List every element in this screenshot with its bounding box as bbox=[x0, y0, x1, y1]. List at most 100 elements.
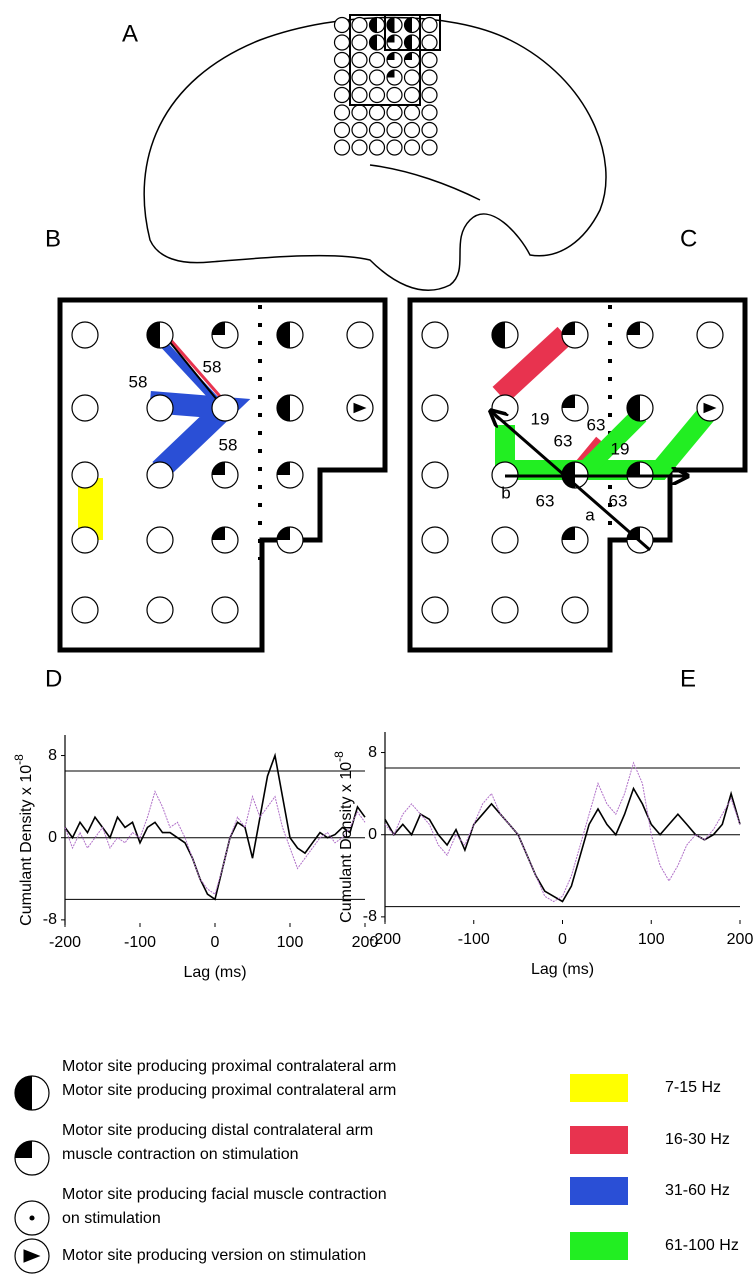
series-line bbox=[384, 786, 741, 903]
electrode bbox=[421, 69, 438, 86]
electrode bbox=[351, 121, 368, 139]
electrode bbox=[421, 394, 449, 422]
series-line bbox=[64, 752, 366, 901]
electrode bbox=[333, 86, 351, 104]
x-tick-label: 0 bbox=[211, 934, 220, 951]
panel-label: B bbox=[45, 225, 61, 252]
panel-label: A bbox=[122, 20, 138, 47]
electrode-fill bbox=[627, 462, 640, 475]
electrode bbox=[71, 526, 99, 554]
y-axis-label: Cumulant Density x 10-8 bbox=[12, 754, 35, 926]
electrode bbox=[403, 86, 421, 104]
y-axis-label-exponent: -8 bbox=[332, 751, 346, 762]
electrode bbox=[351, 86, 368, 104]
x-tick-label: 200 bbox=[727, 931, 754, 948]
electrode bbox=[368, 139, 386, 156]
y-tick-label: 8 bbox=[368, 744, 377, 761]
series-line bbox=[64, 790, 366, 896]
panel-label: E bbox=[680, 665, 696, 692]
electrode bbox=[386, 104, 403, 121]
electrode-fill bbox=[15, 1141, 32, 1158]
y-tick-label: -8 bbox=[363, 908, 377, 925]
x-tick-label: 0 bbox=[558, 931, 567, 948]
legend-text: Motor site producing proximal contralate… bbox=[62, 1082, 396, 1099]
x-tick-label: 100 bbox=[638, 931, 665, 948]
electrode-fill bbox=[277, 395, 290, 421]
legend-swatch bbox=[570, 1177, 628, 1205]
electrode-fill bbox=[277, 527, 290, 540]
sulcus bbox=[369, 164, 481, 201]
electrode bbox=[421, 121, 438, 139]
brain-outline bbox=[143, 16, 607, 291]
legend-band-label: 61-100 Hz bbox=[665, 1237, 739, 1254]
legend: Motor site producing proximal contralate… bbox=[14, 1058, 739, 1274]
y-tick-label: -8 bbox=[43, 911, 57, 928]
x-tick-label: 100 bbox=[277, 934, 304, 951]
connection-label: 58 bbox=[203, 357, 222, 376]
electrode-grid bbox=[333, 14, 441, 156]
electrode-fill bbox=[562, 395, 575, 408]
electrode bbox=[386, 121, 403, 139]
connection-label: 63 bbox=[609, 491, 628, 510]
electrode-fill bbox=[277, 322, 290, 348]
electrode bbox=[146, 596, 174, 624]
electrode-fill bbox=[627, 395, 640, 421]
legend-text: on stimulation bbox=[62, 1210, 161, 1227]
y-axis-label-exponent: -8 bbox=[12, 754, 26, 765]
legend-text: Motor site producing proximal contralate… bbox=[62, 1058, 396, 1075]
outline bbox=[384, 14, 441, 51]
electrode bbox=[421, 526, 449, 554]
connection-label: 58 bbox=[129, 372, 148, 391]
electrode bbox=[403, 139, 421, 156]
electrode bbox=[333, 51, 351, 69]
electrode bbox=[368, 69, 386, 86]
connection-label: 19 bbox=[531, 409, 550, 428]
electrode bbox=[421, 86, 438, 104]
band-16-30 bbox=[160, 329, 227, 403]
electrode bbox=[386, 86, 403, 104]
connection-label: 19 bbox=[611, 439, 630, 458]
band-61-100 bbox=[578, 408, 647, 477]
series-line bbox=[384, 761, 741, 903]
electrode bbox=[368, 86, 386, 104]
panel-label: D bbox=[45, 665, 62, 692]
electrode bbox=[421, 321, 449, 349]
electrode bbox=[333, 16, 351, 34]
electrode-fill bbox=[147, 322, 160, 348]
electrode bbox=[421, 34, 438, 51]
electrode bbox=[368, 121, 386, 139]
electrode bbox=[146, 394, 174, 422]
electrode bbox=[351, 69, 368, 86]
electrode bbox=[421, 104, 438, 121]
electrode bbox=[491, 596, 519, 624]
legend-text: Motor site producing version on stimulat… bbox=[62, 1247, 366, 1264]
electrode bbox=[368, 51, 386, 69]
electrode bbox=[491, 526, 519, 554]
electrode-fill bbox=[212, 462, 225, 475]
electrode-fill bbox=[404, 35, 412, 50]
electrode bbox=[333, 139, 351, 156]
electrode bbox=[71, 596, 99, 624]
panel-label: C bbox=[680, 225, 697, 252]
legend-text: Motor site producing facial muscle contr… bbox=[62, 1186, 387, 1203]
legend-band-label: 31-60 Hz bbox=[665, 1182, 730, 1199]
electrode-fill bbox=[627, 322, 640, 335]
x-tick-label: -200 bbox=[49, 934, 81, 951]
electrode-fill bbox=[703, 402, 717, 414]
electrode-fill bbox=[404, 52, 412, 60]
electrode bbox=[146, 526, 174, 554]
electrode bbox=[71, 461, 99, 489]
electrode bbox=[351, 34, 368, 51]
electrode-fill bbox=[353, 402, 367, 414]
electrode-fill bbox=[562, 322, 575, 335]
x-tick-label: -100 bbox=[458, 931, 490, 948]
electrode bbox=[211, 394, 239, 422]
connection-label: 63 bbox=[554, 431, 573, 450]
y-tick-label: 8 bbox=[48, 747, 57, 764]
legend-band-label: 7-15 Hz bbox=[665, 1079, 721, 1096]
x-tick-label: 200 bbox=[352, 934, 379, 951]
electrode-fill bbox=[387, 70, 395, 78]
electrode bbox=[333, 34, 351, 51]
